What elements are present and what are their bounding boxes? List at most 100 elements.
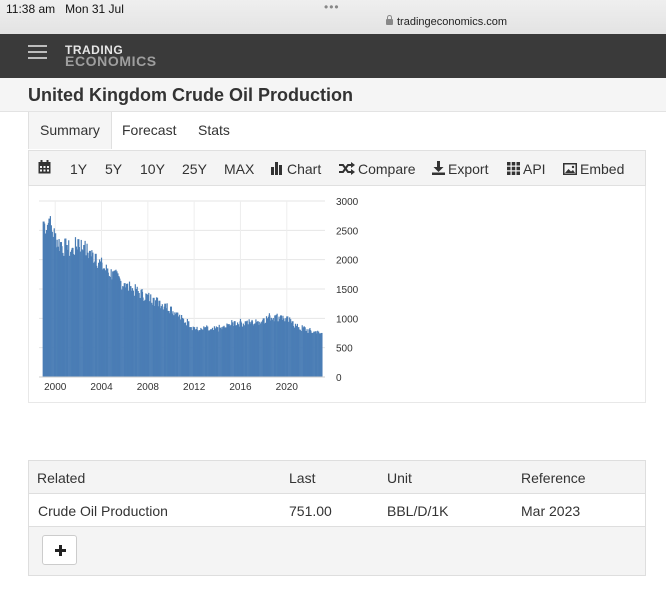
data-bar-fill <box>252 325 254 377</box>
data-bar-fill <box>299 329 301 377</box>
data-bar-fill <box>60 244 62 377</box>
data-bar-fill <box>125 287 127 377</box>
range-1y-button[interactable]: 1Y <box>70 161 88 177</box>
data-bar-fill <box>45 230 48 377</box>
data-bar-fill <box>291 322 293 377</box>
tab-forecast[interactable]: Forecast <box>122 122 177 138</box>
x-tick-label: 2012 <box>183 382 206 393</box>
tab-summary[interactable]: Summary <box>29 112 112 149</box>
data-bar-fill <box>249 321 251 377</box>
row-related[interactable]: Crude Oil Production <box>38 503 168 519</box>
data-bar-fill <box>87 252 89 377</box>
range-max-button[interactable]: MAX <box>224 161 255 177</box>
calendar-icon[interactable] <box>38 160 51 177</box>
data-bar-fill <box>153 304 155 377</box>
data-bar-fill <box>211 327 214 377</box>
status-time: 11:38 am Mon 31 Jul <box>6 2 124 16</box>
data-bar-fill <box>200 327 202 377</box>
data-bar-fill <box>46 224 49 377</box>
data-bar-fill <box>96 265 98 377</box>
embed-button[interactable]: Embed <box>563 161 624 177</box>
data-bar-fill <box>237 324 240 377</box>
range-10y-button[interactable]: 10Y <box>140 161 165 177</box>
data-bar-fill <box>310 330 312 377</box>
data-bar-fill <box>224 327 226 377</box>
data-bar-fill <box>54 233 56 377</box>
data-bar-fill <box>117 273 119 377</box>
y-tick-label: 0 <box>336 373 342 384</box>
table-row[interactable]: Crude Oil Production 751.00 BBL/D/1K Mar… <box>29 494 645 527</box>
logo-line-2: ECONOMICS <box>65 53 157 69</box>
data-bar-fill <box>231 320 233 377</box>
data-bar-fill <box>281 319 283 377</box>
data-bar-fill <box>89 252 91 377</box>
table-header: Related Last Unit Reference <box>29 461 645 494</box>
chart-button[interactable]: Chart <box>271 161 321 177</box>
data-bar-fill <box>255 319 257 377</box>
y-tick-label: 2500 <box>336 226 359 237</box>
data-bar-fill <box>108 275 110 377</box>
data-bar-fill <box>127 290 130 377</box>
data-bar-fill <box>90 256 92 377</box>
range-25y-button[interactable]: 25Y <box>182 161 207 177</box>
data-bar-fill <box>151 302 153 377</box>
data-bar-fill <box>216 328 218 377</box>
data-bar-fill <box>296 323 299 377</box>
url-bar[interactable]: tradingeconomics.com <box>386 15 507 28</box>
data-bar-fill <box>171 313 173 377</box>
data-bar-fill <box>244 321 246 377</box>
data-bar-fill <box>130 290 133 377</box>
page-title: United Kingdom Crude Oil Production <box>28 85 353 105</box>
api-button[interactable]: API <box>507 161 546 177</box>
data-bar-fill <box>143 301 145 377</box>
data-bar-fill <box>50 225 52 377</box>
data-bar-fill <box>82 250 84 377</box>
data-bar-fill <box>57 246 59 377</box>
compare-button[interactable]: Compare <box>339 161 416 177</box>
data-bar-fill <box>191 330 193 377</box>
site-logo[interactable]: TRADING ECONOMICS <box>65 44 157 69</box>
header-related: Related <box>37 470 86 486</box>
data-bar-fill <box>126 283 128 377</box>
header-reference: Reference <box>521 470 586 486</box>
data-bar-fill <box>85 255 87 377</box>
data-bar-fill <box>112 277 114 377</box>
range-5y-button[interactable]: 5Y <box>105 161 123 177</box>
data-bar-fill <box>111 279 113 377</box>
data-bar-fill <box>272 317 274 377</box>
data-bar-fill <box>275 314 277 377</box>
data-bar-fill <box>189 327 191 377</box>
data-bar-fill <box>240 322 243 377</box>
data-bar-fill <box>165 308 167 377</box>
crude-oil-production-chart[interactable]: 3000 2500 2000 1500 1000 500 0 2000 2004 2008 2012… <box>29 186 647 403</box>
multitask-dots[interactable]: ••• <box>324 0 340 14</box>
data-bar-fill <box>65 238 67 377</box>
data-bar-fill <box>262 320 264 377</box>
data-bar-fill <box>313 331 315 377</box>
data-bar-fill <box>123 286 125 377</box>
data-bar-fill <box>204 327 206 377</box>
data-bar-fill <box>271 319 273 377</box>
data-bar-fill <box>193 328 195 377</box>
data-bar-fill <box>101 269 104 377</box>
data-bar-fill <box>294 323 297 377</box>
menu-icon[interactable] <box>28 45 47 59</box>
tab-stats[interactable]: Stats <box>198 122 230 138</box>
row-last: 751.00 <box>289 503 332 519</box>
data-bar-fill <box>221 329 223 377</box>
data-bar-fill <box>208 330 211 377</box>
data-bar-fill <box>308 329 310 377</box>
data-bar-fill <box>97 267 99 377</box>
data-bar-fill <box>95 257 97 377</box>
header-last: Last <box>289 470 316 486</box>
data-bar-fill <box>147 294 149 377</box>
data-bar-fill <box>155 297 158 377</box>
data-bar-fill <box>219 327 221 377</box>
export-button[interactable]: Export <box>432 161 488 177</box>
data-bar-fill <box>161 304 163 377</box>
add-button[interactable] <box>42 535 77 565</box>
data-bar-fill <box>280 318 282 377</box>
data-bar-fill <box>227 324 229 377</box>
data-bar-fill <box>318 331 320 377</box>
data-bar-fill <box>79 251 81 377</box>
